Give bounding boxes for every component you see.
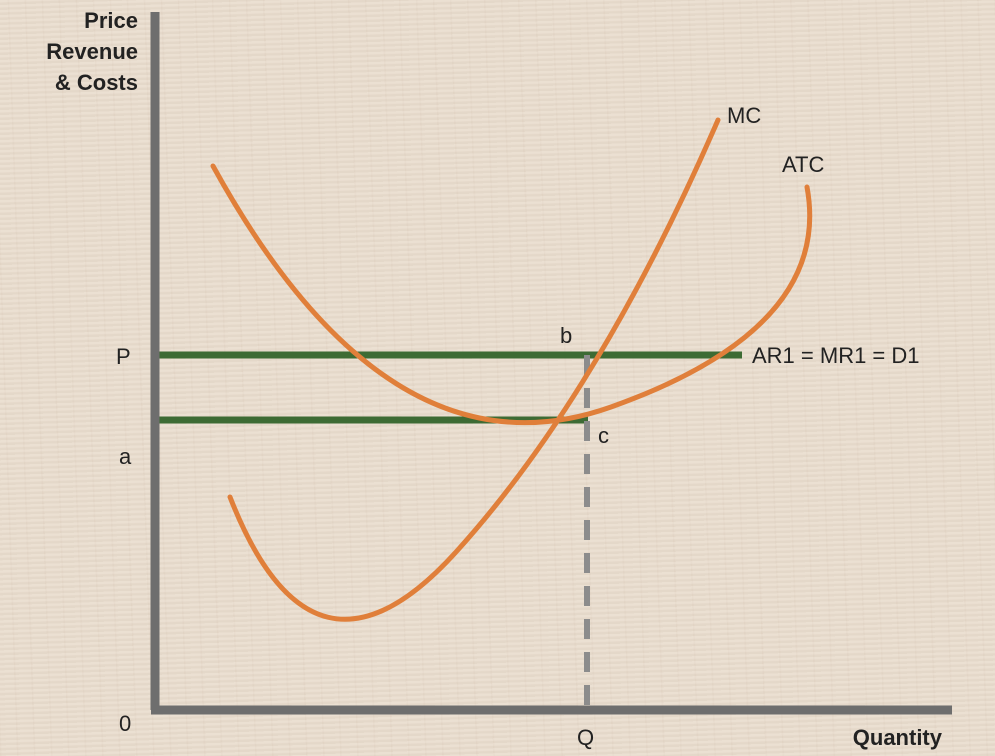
demand-line-label: AR1 = MR1 = D1 — [752, 343, 920, 368]
atc-curve — [210, 163, 813, 426]
y-axis-label-line-2: Revenue — [46, 39, 138, 64]
origin-label: 0 — [119, 711, 131, 736]
price-label: P — [116, 344, 131, 369]
mc-curve-label: MC — [727, 103, 761, 128]
mc-curve — [227, 117, 721, 622]
quantity-point-label: Q — [577, 725, 594, 750]
y-axis-label-line-3: & Costs — [55, 70, 138, 95]
avg-cost-label: a — [119, 444, 132, 469]
point-c-label: c — [598, 423, 609, 448]
point-b-label: b — [560, 323, 572, 348]
y-axis-label-line-1: Price — [84, 8, 138, 33]
x-axis-label: Quantity — [853, 725, 943, 750]
atc-curve-label: ATC — [782, 152, 824, 177]
